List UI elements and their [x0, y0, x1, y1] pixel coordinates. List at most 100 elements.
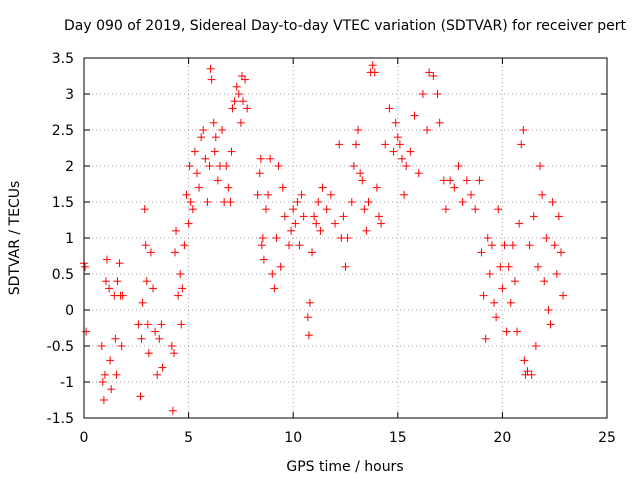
data-point	[143, 320, 152, 329]
data-point	[391, 118, 400, 127]
y-tick-label: -1.5	[47, 411, 74, 427]
data-point	[182, 190, 191, 199]
data-point	[351, 140, 360, 149]
data-point	[519, 126, 528, 134]
data-point	[347, 198, 356, 206]
data-point	[176, 270, 185, 278]
data-point	[180, 241, 189, 250]
data-point	[293, 198, 302, 206]
data-point	[118, 291, 127, 300]
data-point	[483, 234, 492, 242]
x-tick-label: 20	[493, 430, 511, 446]
data-point	[498, 284, 507, 293]
data-point	[232, 82, 241, 91]
data-point	[186, 198, 195, 206]
data-point	[308, 248, 317, 257]
data-point	[103, 255, 112, 264]
data-point	[515, 219, 524, 228]
data-point	[97, 342, 106, 350]
data-point	[99, 396, 108, 404]
axis-ticks: 0 5 10 15 20 25 -1.5 -1 -0.5 0 0.5 1 1.5 2 2.5 3 3.5	[47, 51, 616, 446]
data-point	[289, 205, 298, 214]
data-point	[81, 262, 90, 271]
data-point	[423, 126, 432, 134]
data-point	[274, 162, 283, 170]
data-point	[169, 349, 178, 358]
data-point	[326, 190, 335, 199]
data-point	[228, 104, 237, 113]
data-point	[510, 277, 519, 286]
data-point	[316, 226, 325, 235]
data-point	[158, 363, 167, 372]
data-point	[471, 205, 480, 214]
data-point	[268, 270, 277, 278]
y-tick-label: 3	[65, 87, 74, 103]
data-point	[550, 241, 559, 250]
data-point	[450, 183, 459, 192]
data-point	[331, 219, 340, 228]
data-point	[172, 226, 181, 235]
data-point	[117, 342, 126, 350]
data-point	[201, 154, 210, 163]
y-tick-label: 0	[65, 303, 74, 319]
data-point	[435, 118, 444, 127]
data-point	[255, 169, 264, 178]
data-point	[360, 205, 369, 214]
data-point	[243, 104, 252, 113]
y-tick-label: 1	[65, 231, 74, 247]
data-point	[138, 298, 147, 307]
data-point	[364, 198, 373, 206]
x-tick-label: 25	[598, 430, 616, 446]
data-point	[479, 291, 488, 300]
data-point	[429, 72, 438, 80]
data-point	[203, 198, 212, 206]
x-tick-label: 0	[80, 430, 89, 446]
data-point	[185, 162, 194, 170]
data-point	[458, 198, 467, 206]
data-point	[241, 75, 250, 84]
y-tick-label: -0.5	[47, 339, 74, 355]
data-point	[144, 349, 153, 358]
data-point	[372, 183, 381, 192]
data-point	[211, 133, 220, 142]
data-point	[410, 111, 419, 120]
data-point	[312, 219, 321, 228]
data-point	[238, 97, 247, 106]
data-point	[101, 277, 110, 286]
data-point	[177, 320, 186, 329]
data-point	[258, 234, 267, 242]
data-point	[362, 226, 371, 235]
data-point	[349, 162, 358, 170]
data-point	[454, 162, 463, 170]
data-point	[107, 385, 116, 394]
data-point	[481, 334, 490, 343]
y-tick-label: 0.5	[52, 267, 74, 283]
data-point	[142, 277, 151, 286]
data-point	[368, 61, 377, 70]
data-point	[226, 198, 235, 206]
data-point	[370, 68, 379, 77]
data-point	[546, 320, 555, 329]
data-point	[523, 367, 532, 376]
data-point	[536, 162, 545, 170]
data-point	[335, 140, 344, 149]
x-tick-label: 5	[184, 430, 193, 446]
data-point	[502, 327, 511, 336]
data-point	[314, 198, 323, 206]
data-point	[487, 241, 496, 250]
data-point	[227, 147, 236, 156]
data-point	[287, 226, 296, 235]
data-point	[341, 262, 350, 271]
data-points	[80, 61, 568, 415]
data-point	[197, 133, 206, 142]
data-point	[548, 198, 557, 206]
data-point	[146, 248, 155, 257]
data-point	[322, 205, 331, 214]
y-tick-label: -1	[60, 375, 74, 391]
data-point	[552, 270, 561, 278]
gridlines	[84, 58, 607, 418]
data-point	[195, 183, 204, 192]
data-point	[100, 370, 109, 379]
data-point	[559, 291, 568, 300]
data-point	[184, 219, 193, 228]
